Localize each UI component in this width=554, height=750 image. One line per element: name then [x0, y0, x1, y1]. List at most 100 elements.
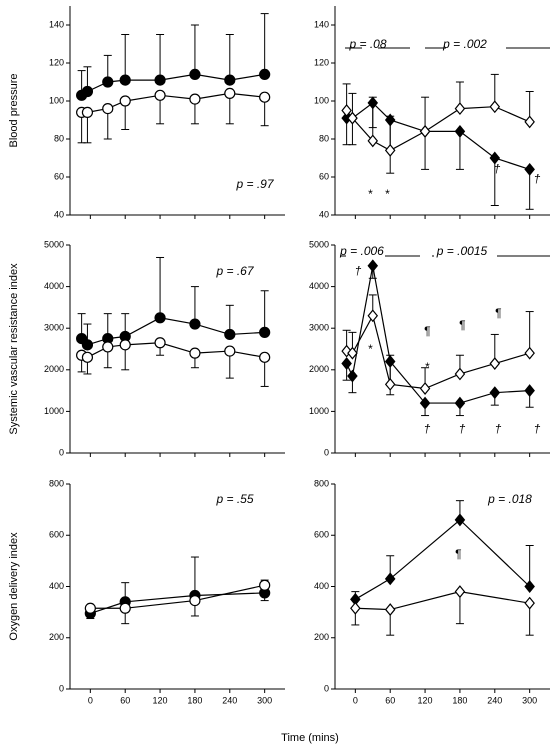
marker — [154, 74, 166, 86]
marker — [189, 68, 201, 81]
y-tick-label: 80 — [319, 133, 329, 143]
marker — [102, 341, 114, 353]
y-tick-label: 60 — [54, 171, 64, 181]
marker — [84, 602, 96, 614]
annotation: p = .002 — [442, 37, 487, 51]
x-tick-label: 0 — [88, 695, 93, 705]
marker — [419, 382, 431, 395]
marker — [489, 151, 501, 165]
y-tick-label: 100 — [314, 95, 329, 105]
annotation: p = .018 — [487, 492, 532, 506]
y-tick-label: 100 — [49, 95, 64, 105]
marker — [119, 339, 131, 351]
annotation: p = .0015 — [436, 244, 488, 258]
marker — [119, 74, 131, 86]
marker — [102, 76, 114, 88]
marker — [259, 579, 271, 591]
marker — [384, 603, 396, 617]
x-axis-label: Time (mins) — [281, 732, 339, 744]
marker — [367, 96, 379, 110]
marker — [259, 351, 271, 363]
series-line — [346, 102, 530, 170]
y-tick-label: 140 — [314, 19, 329, 29]
marker — [454, 513, 466, 527]
marker — [524, 596, 535, 610]
annotation: p = .67 — [215, 264, 254, 278]
x-tick-label: 180 — [187, 695, 202, 705]
marker — [350, 601, 361, 615]
y-tick-label: 2000 — [309, 364, 329, 374]
marker — [81, 85, 94, 98]
x-tick-label: 300 — [522, 695, 537, 705]
marker — [489, 100, 501, 114]
x-tick-label: 240 — [222, 695, 237, 705]
annotation: * — [368, 187, 373, 201]
y-tick-label: 60 — [319, 171, 329, 181]
series-line — [90, 584, 265, 609]
marker — [489, 357, 501, 371]
y-tick-label: 1000 — [309, 406, 329, 416]
marker — [81, 339, 94, 351]
annotation: p = .55 — [215, 492, 253, 506]
y-tick-label: 3000 — [309, 323, 329, 333]
series-line — [346, 314, 530, 390]
annotation: † — [494, 162, 501, 176]
marker — [367, 134, 379, 148]
marker — [384, 143, 396, 157]
marker — [367, 259, 379, 273]
annotation: * — [368, 342, 373, 356]
annotation: † — [495, 422, 502, 436]
y-tick-label: 0 — [324, 447, 329, 457]
marker — [119, 95, 131, 107]
marker — [81, 106, 94, 119]
marker — [81, 351, 94, 363]
annotation: † — [534, 172, 541, 186]
y-tick-label: 200 — [49, 632, 64, 642]
annotation: * — [385, 187, 390, 201]
y-tick-label: 80 — [54, 133, 64, 143]
marker — [259, 91, 271, 103]
y-tick-label: 800 — [314, 478, 329, 488]
y-tick-label: 120 — [314, 57, 329, 67]
y-tick-label: 400 — [314, 581, 329, 591]
y-tick-label: 0 — [59, 447, 64, 457]
annotation: † — [355, 264, 362, 278]
series-line — [90, 592, 265, 614]
marker — [154, 312, 166, 324]
y-tick-label: 120 — [49, 57, 64, 67]
y-tick-label: 5000 — [44, 239, 64, 249]
marker — [454, 102, 466, 116]
y-tick-label: 3000 — [44, 323, 64, 333]
marker — [524, 162, 535, 176]
y-tick-label: 400 — [49, 581, 64, 591]
marker — [189, 594, 201, 607]
annotation: ¶ — [424, 324, 431, 338]
marker — [524, 384, 535, 398]
marker — [259, 68, 271, 81]
x-tick-label: 0 — [353, 695, 358, 705]
annotation: p = .006 — [339, 244, 384, 258]
annotation: p = .97 — [235, 177, 274, 191]
series-line — [355, 591, 530, 611]
y-tick-label: 600 — [49, 530, 64, 540]
y-tick-label: 5000 — [309, 239, 329, 249]
marker — [419, 396, 431, 410]
y-axis-label: Systemic vascular resistance index — [8, 263, 20, 435]
series-line — [346, 265, 530, 404]
marker — [524, 346, 535, 360]
marker — [259, 326, 271, 338]
marker — [347, 369, 358, 383]
marker — [347, 111, 358, 125]
marker — [347, 346, 358, 360]
marker — [189, 347, 201, 359]
y-axis-label: Oxygen delivery index — [8, 532, 20, 641]
marker — [367, 309, 379, 323]
marker — [224, 87, 236, 100]
y-tick-label: 4000 — [309, 281, 329, 291]
marker — [419, 124, 431, 138]
y-axis-label: Blood pressure — [8, 74, 20, 148]
marker — [224, 328, 236, 341]
x-tick-label: 240 — [487, 695, 502, 705]
y-tick-label: 1000 — [44, 406, 64, 416]
